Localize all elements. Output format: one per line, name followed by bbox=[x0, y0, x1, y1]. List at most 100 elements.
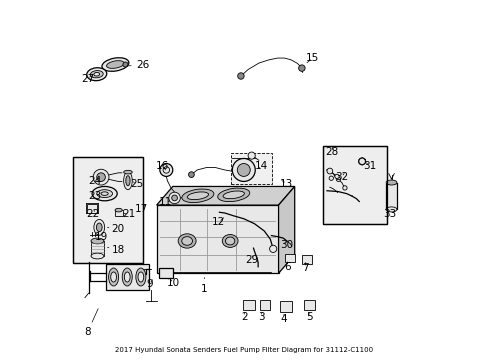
Ellipse shape bbox=[171, 195, 177, 201]
Ellipse shape bbox=[96, 223, 102, 231]
Ellipse shape bbox=[237, 163, 250, 176]
Ellipse shape bbox=[225, 237, 234, 245]
Ellipse shape bbox=[90, 71, 103, 78]
Text: 19: 19 bbox=[95, 232, 108, 242]
Text: 11: 11 bbox=[159, 197, 172, 207]
Text: 20: 20 bbox=[107, 225, 124, 234]
Ellipse shape bbox=[178, 234, 196, 248]
Text: 7: 7 bbox=[302, 262, 308, 273]
Ellipse shape bbox=[123, 172, 132, 190]
Ellipse shape bbox=[328, 176, 333, 180]
Text: 29: 29 bbox=[244, 255, 258, 265]
Ellipse shape bbox=[247, 152, 255, 159]
Text: 8: 8 bbox=[84, 309, 98, 337]
Text: 5: 5 bbox=[305, 312, 312, 322]
Text: 17: 17 bbox=[134, 204, 147, 214]
Text: 22: 22 bbox=[86, 209, 100, 219]
Ellipse shape bbox=[106, 61, 124, 68]
Ellipse shape bbox=[232, 158, 255, 181]
Ellipse shape bbox=[223, 191, 244, 199]
Text: 24: 24 bbox=[88, 176, 101, 186]
Bar bbox=[87, 204, 97, 213]
Ellipse shape bbox=[237, 73, 244, 79]
Ellipse shape bbox=[122, 62, 128, 67]
Text: 21: 21 bbox=[122, 209, 135, 219]
Ellipse shape bbox=[93, 169, 109, 185]
Text: 6: 6 bbox=[284, 262, 290, 272]
Polygon shape bbox=[278, 186, 294, 273]
Ellipse shape bbox=[123, 170, 132, 174]
Polygon shape bbox=[106, 264, 149, 291]
Text: 1: 1 bbox=[201, 278, 207, 294]
Bar bbox=[259, 301, 270, 310]
Polygon shape bbox=[156, 205, 278, 273]
Bar bbox=[279, 301, 291, 312]
Ellipse shape bbox=[187, 192, 208, 200]
Text: 25: 25 bbox=[130, 179, 143, 189]
Bar bbox=[115, 210, 122, 216]
Ellipse shape bbox=[125, 176, 130, 186]
Ellipse shape bbox=[342, 186, 346, 190]
Ellipse shape bbox=[217, 188, 249, 202]
Bar bbox=[159, 268, 172, 278]
Ellipse shape bbox=[182, 189, 213, 203]
Ellipse shape bbox=[94, 220, 104, 235]
Text: 4: 4 bbox=[280, 314, 286, 324]
Ellipse shape bbox=[124, 272, 130, 282]
Bar bbox=[73, 157, 143, 263]
Ellipse shape bbox=[91, 253, 104, 259]
Bar bbox=[230, 153, 271, 184]
Text: 27: 27 bbox=[81, 74, 94, 84]
Text: 18: 18 bbox=[107, 245, 124, 255]
Text: 33: 33 bbox=[382, 209, 396, 219]
Bar bbox=[386, 183, 396, 210]
Polygon shape bbox=[156, 186, 294, 205]
Ellipse shape bbox=[386, 207, 396, 212]
Ellipse shape bbox=[182, 237, 192, 245]
Ellipse shape bbox=[138, 272, 143, 282]
Text: 2: 2 bbox=[241, 312, 247, 322]
Ellipse shape bbox=[86, 68, 106, 81]
Text: 16: 16 bbox=[156, 161, 169, 171]
Ellipse shape bbox=[92, 186, 117, 201]
Text: 15: 15 bbox=[305, 53, 319, 63]
Text: 30: 30 bbox=[280, 240, 293, 250]
Bar bbox=[303, 301, 314, 310]
Ellipse shape bbox=[298, 65, 305, 71]
Text: 23: 23 bbox=[88, 191, 101, 201]
Text: 28: 28 bbox=[325, 147, 338, 157]
Ellipse shape bbox=[115, 208, 122, 212]
Ellipse shape bbox=[326, 168, 332, 174]
Ellipse shape bbox=[108, 268, 119, 286]
Ellipse shape bbox=[122, 268, 132, 286]
Ellipse shape bbox=[168, 192, 180, 204]
Text: 32: 32 bbox=[334, 172, 347, 182]
Text: 10: 10 bbox=[166, 278, 180, 288]
Ellipse shape bbox=[269, 245, 276, 252]
Text: 14: 14 bbox=[255, 161, 268, 171]
Text: 13: 13 bbox=[280, 179, 293, 189]
Text: 31: 31 bbox=[362, 161, 375, 171]
Ellipse shape bbox=[336, 177, 340, 181]
Ellipse shape bbox=[386, 180, 396, 185]
Bar bbox=[284, 253, 294, 262]
Ellipse shape bbox=[97, 173, 105, 181]
Bar bbox=[242, 301, 254, 310]
Bar bbox=[322, 146, 386, 224]
Ellipse shape bbox=[358, 158, 365, 165]
Ellipse shape bbox=[91, 238, 104, 244]
Text: 3: 3 bbox=[258, 312, 264, 322]
Text: 2017 Hyundai Sonata Senders Fuel Pump Filter Diagram for 31112-C1100: 2017 Hyundai Sonata Senders Fuel Pump Fi… bbox=[115, 347, 373, 354]
Bar bbox=[73, 157, 143, 263]
Ellipse shape bbox=[334, 174, 339, 179]
Ellipse shape bbox=[222, 234, 238, 247]
Bar bbox=[91, 241, 104, 256]
Text: 26: 26 bbox=[127, 60, 150, 70]
Ellipse shape bbox=[136, 268, 145, 286]
Bar bbox=[301, 255, 311, 264]
Ellipse shape bbox=[110, 272, 116, 282]
Bar bbox=[322, 146, 386, 224]
Text: 9: 9 bbox=[146, 279, 152, 289]
Ellipse shape bbox=[160, 163, 172, 176]
Ellipse shape bbox=[188, 172, 194, 177]
